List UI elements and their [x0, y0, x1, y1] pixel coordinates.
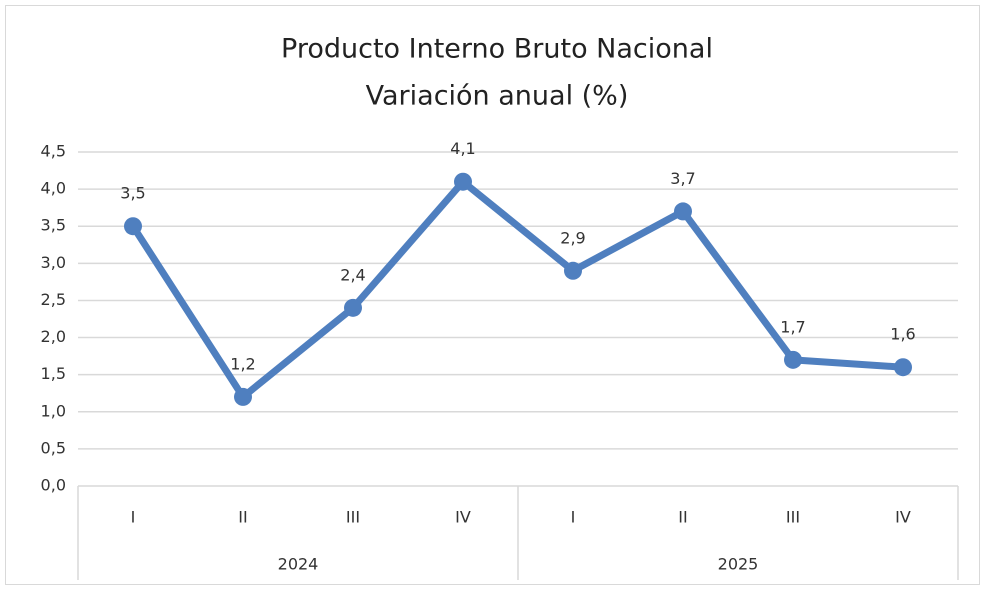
data-label: 1,6 — [890, 325, 915, 344]
y-tick-label: 2,0 — [41, 327, 66, 346]
x-tick-label: III — [346, 508, 360, 527]
chart-title: Variación anual (%) — [366, 81, 629, 112]
data-point — [124, 217, 142, 236]
x-tick-label: I — [571, 508, 576, 527]
data-label: 3,5 — [120, 184, 145, 203]
y-tick-label: 0,5 — [41, 438, 66, 457]
y-tick-label: 0,0 — [41, 476, 66, 495]
data-point — [454, 172, 472, 191]
x-tick-label: II — [678, 508, 687, 527]
y-tick-label: 1,5 — [41, 364, 66, 383]
x-tick-label: I — [131, 508, 136, 527]
y-tick-label: 1,0 — [41, 401, 66, 420]
data-label: 2,9 — [560, 228, 585, 247]
y-tick-label: 2,5 — [41, 290, 66, 309]
group-label: 2024 — [278, 555, 319, 574]
data-label: 3,7 — [670, 169, 695, 188]
data-point — [234, 387, 252, 406]
data-point — [564, 261, 582, 280]
x-tick-label: III — [786, 508, 800, 527]
y-tick-label: 3,0 — [41, 253, 66, 272]
y-tick-label: 4,5 — [41, 142, 66, 161]
x-tick-label: IV — [455, 508, 471, 527]
group-label: 2025 — [718, 555, 759, 574]
x-tick-label: IV — [895, 508, 911, 527]
data-label: 2,4 — [340, 265, 365, 284]
chart-title: Producto Interno Bruto Nacional — [281, 34, 713, 65]
data-point — [894, 358, 912, 377]
x-tick-label: II — [238, 508, 247, 527]
data-label: 1,2 — [230, 354, 255, 373]
series-line — [130, 178, 904, 401]
y-tick-label: 3,5 — [41, 216, 66, 235]
data-point — [344, 298, 362, 317]
y-tick-label: 4,0 — [41, 179, 66, 198]
chart-border — [5, 5, 980, 585]
data-label: 4,1 — [450, 139, 475, 158]
data-label: 1,7 — [780, 317, 805, 336]
data-point — [784, 350, 802, 369]
data-point — [674, 202, 692, 221]
